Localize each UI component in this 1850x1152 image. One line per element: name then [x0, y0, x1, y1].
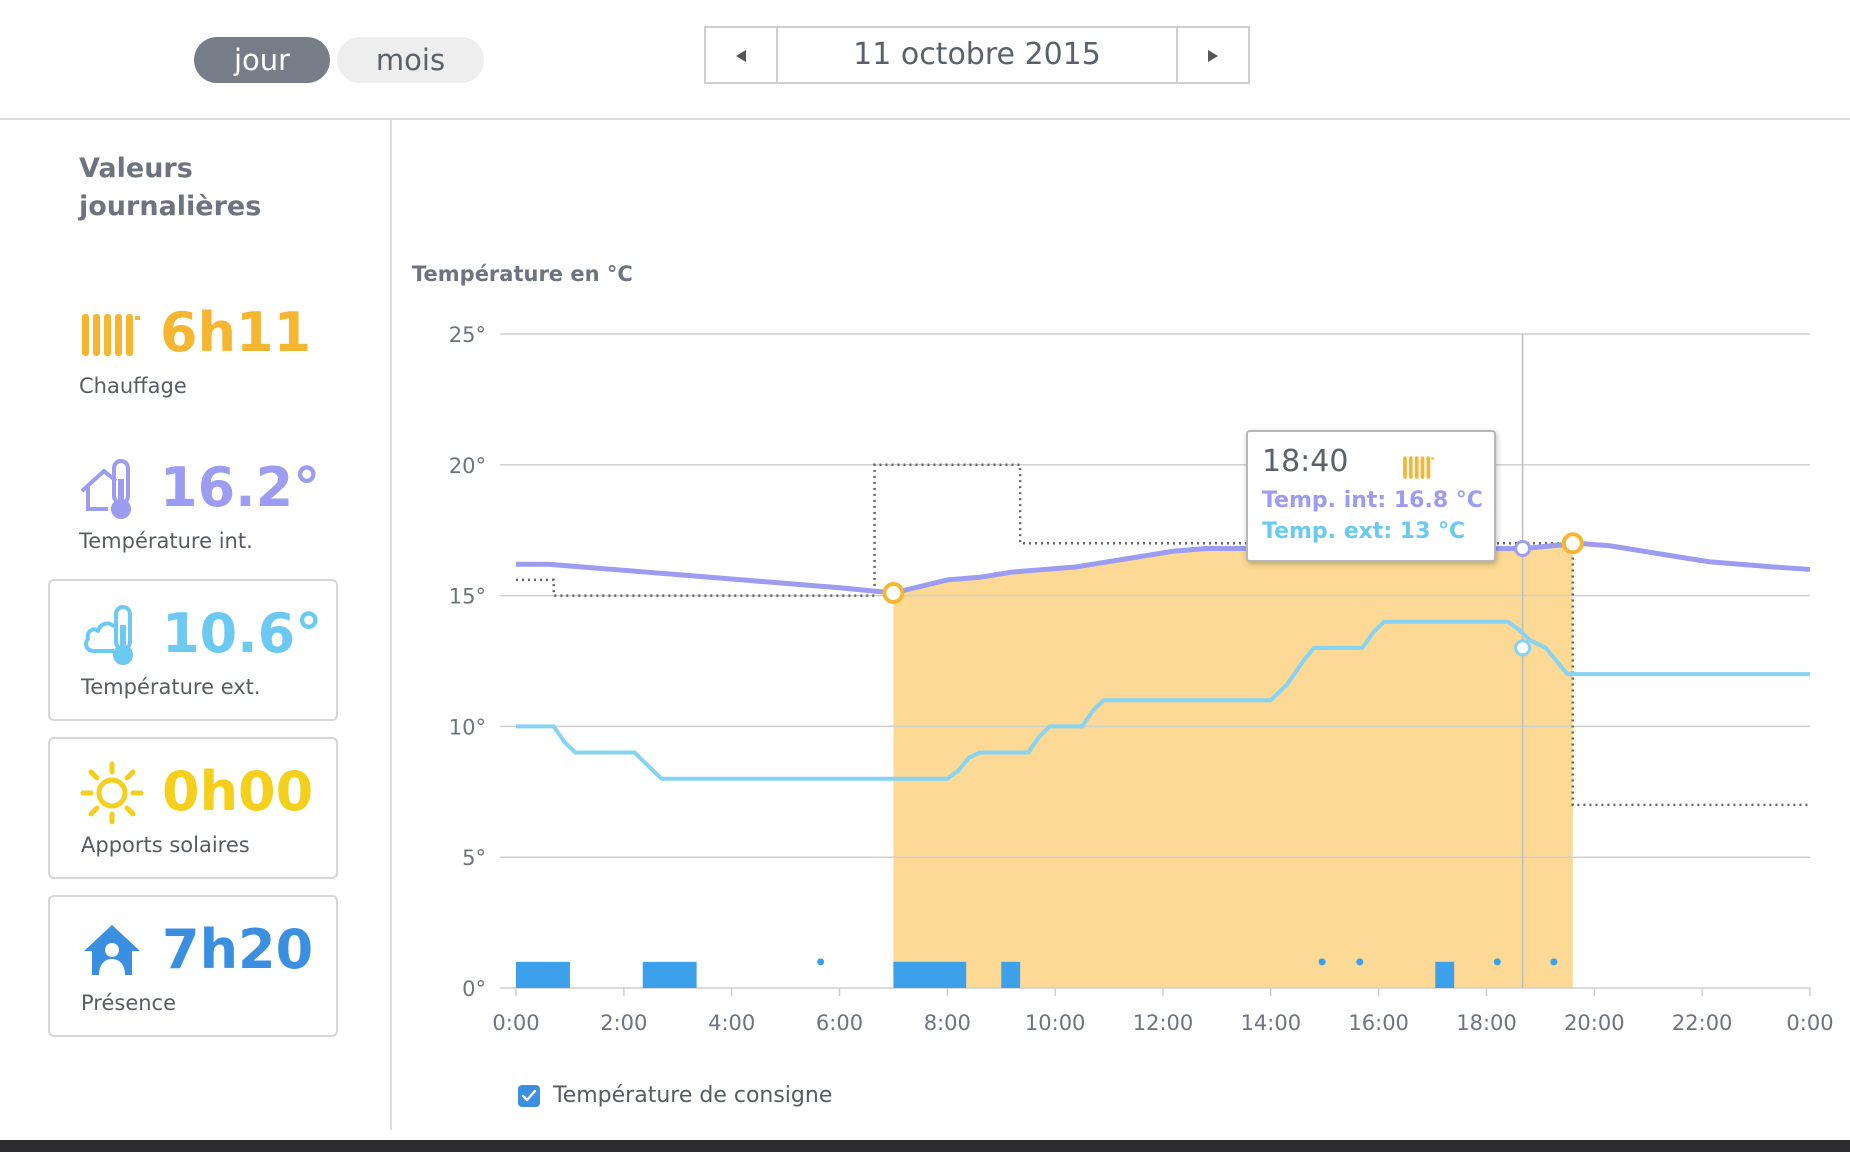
series-setpoint-line: [516, 463, 1810, 807]
x-tick-label-8: 16:00: [1348, 1011, 1409, 1035]
stat-presence[interactable]: 7h20 Présence: [48, 895, 338, 1037]
stat-exterior-temperature[interactable]: 10.6° Température ext.: [48, 579, 338, 721]
x-tick-label-9: 18:00: [1456, 1011, 1517, 1035]
date-navigator: 11 octobre 2015: [704, 26, 1250, 84]
cloud-thermometer-icon: [84, 605, 133, 665]
current-date: 11 octobre 2015: [853, 37, 1101, 72]
stat-heating: 6h11 Chauffage: [48, 280, 338, 422]
y-tick-label-5: 25°: [449, 323, 486, 347]
setpoint-layer: [516, 463, 1810, 807]
radiator-icon: [1403, 456, 1434, 479]
legend-label-setpoint: Température de consigne: [553, 1083, 833, 1108]
heating-area-layer: [893, 543, 1573, 988]
grid-layer: [500, 333, 1810, 989]
stat-solar-gains[interactable]: 0h00 Apports solaires: [48, 737, 338, 879]
tooltip-time: 18:40: [1262, 444, 1349, 479]
previous-day-button[interactable]: [706, 28, 778, 82]
top-bar: jour mois 11 octobre 2015: [0, 0, 1850, 120]
solar-gains-label: Apports solaires: [81, 833, 250, 857]
exterior-temp-value: 10.6°: [162, 602, 323, 665]
presence-dot-4: [1550, 958, 1558, 966]
x-tick-label-0: 0:00: [492, 1011, 539, 1035]
heating-area-0: [893, 543, 1573, 988]
heating-marker-0: [882, 581, 905, 604]
x-tick-label-4: 8:00: [924, 1011, 971, 1035]
checkmark-icon: [521, 1089, 537, 1102]
presence-house-icon: [84, 925, 140, 975]
stat-interior-temperature: 16.2° Température int.: [48, 435, 338, 577]
chart-title: Température en °C: [412, 262, 633, 286]
bottom-strip: [0, 1140, 1850, 1152]
presence-block-4: [1435, 961, 1455, 988]
presence-label: Présence: [81, 991, 177, 1015]
heating-marker-1: [1561, 532, 1584, 555]
x-tick-label-6: 12:00: [1133, 1011, 1194, 1035]
presence-block-0: [516, 961, 570, 988]
radiator-icon: [82, 314, 140, 356]
presence-block-2: [893, 961, 967, 988]
x-tick-label-5: 10:00: [1025, 1011, 1086, 1035]
series-exterior-line: [516, 619, 1810, 781]
axis-layer: 0° 5° 10° 15° 20° 25° 0:00 2:00 4:00 6:00 8:00 10:0…: [449, 323, 1834, 1035]
interior-temp-value: 16.2°: [160, 456, 321, 519]
temperature-chart: 0° 5° 10° 15° 20° 25° 0:00 2:00 4:00 6:00 8:00 10:0…: [449, 323, 1834, 1035]
exterior-temp-label: Température ext.: [81, 675, 261, 699]
setpoint-checkbox[interactable]: [518, 1085, 540, 1107]
x-tick-label-3: 6:00: [816, 1011, 863, 1035]
next-day-button[interactable]: [1176, 28, 1248, 82]
x-tick-label-10: 20:00: [1564, 1011, 1625, 1035]
sidebar-title: Valeurs journalières: [79, 153, 262, 222]
x-tick-label-7: 14:00: [1241, 1011, 1302, 1035]
chart-tooltip: 18:40 Temp. int: 16.8 °C Temp. ext: 13 °…: [1246, 430, 1496, 562]
presence-dot-2: [1356, 958, 1364, 966]
triangle-right-icon: [1208, 49, 1218, 62]
presence-dot-3: [1493, 958, 1501, 966]
sun-icon: [80, 761, 144, 825]
sidebar-divider: [390, 120, 392, 1130]
presence-dot-1: [1318, 958, 1326, 966]
x-tick-label-1: 2:00: [600, 1011, 647, 1035]
presence-value: 7h20: [162, 918, 314, 981]
presence-block-1: [642, 961, 697, 988]
y-tick-label-4: 20°: [449, 454, 486, 478]
heating-value: 6h11: [160, 301, 312, 364]
tooltip-exterior: Temp. ext: 13 °C: [1262, 519, 1466, 544]
x-tick-label-11: 22:00: [1672, 1011, 1733, 1035]
y-tick-label-0: 0°: [462, 977, 486, 1001]
presence-layer: [516, 958, 1558, 988]
y-tick-label-2: 10°: [449, 715, 486, 739]
presence-dot-0: [817, 958, 825, 966]
tooltip-interior: Temp. int: 16.8 °C: [1262, 488, 1483, 513]
house-thermometer-icon: [80, 459, 131, 519]
x-tick-label-12: 0:00: [1786, 1011, 1833, 1035]
heating-label: Chauffage: [79, 374, 187, 398]
solar-gains-value: 0h00: [162, 760, 314, 823]
interior-temp-label: Température int.: [79, 529, 253, 553]
tab-day[interactable]: jour: [194, 37, 330, 83]
tab-month[interactable]: mois: [337, 37, 484, 83]
y-tick-label-1: 5°: [462, 846, 486, 870]
tooltip-marker-interior: [1514, 540, 1532, 558]
presence-block-3: [1001, 961, 1021, 988]
tooltip-marker-exterior: [1514, 639, 1532, 657]
y-tick-label-3: 15°: [449, 585, 486, 609]
x-tick-label-2: 4:00: [708, 1011, 755, 1035]
marker-layer: [882, 532, 1584, 657]
triangle-left-icon: [736, 49, 746, 62]
